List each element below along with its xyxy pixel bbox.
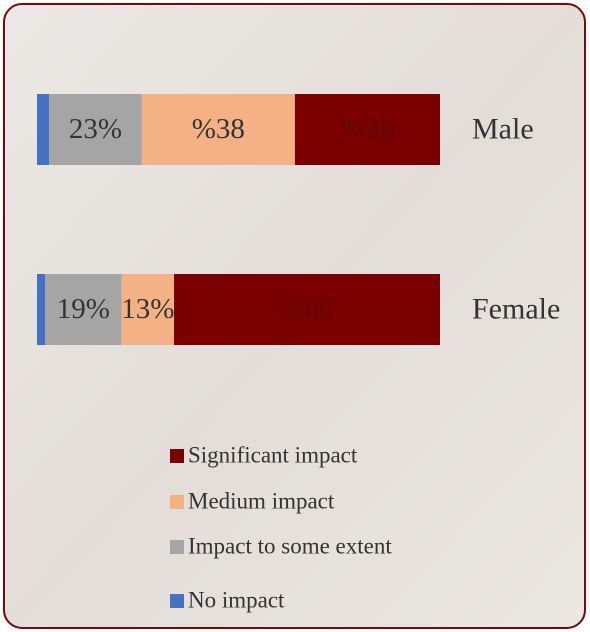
value-label: %36	[341, 113, 394, 145]
chart: 23% %38 %36 Male 19% 13% %66 Female Significant …	[0, 0, 590, 632]
legend-swatch	[170, 540, 184, 554]
legend-swatch	[170, 594, 184, 608]
bar-segment	[37, 274, 45, 345]
value-label: 19%	[57, 293, 110, 325]
category-label: Female	[472, 292, 560, 325]
legend-label: Impact to some extent	[188, 533, 392, 558]
category-label: Male	[472, 112, 534, 145]
value-label: 13%	[121, 293, 174, 325]
value-label: 23%	[69, 113, 122, 145]
value-label: %38	[192, 113, 245, 145]
legend-swatch	[170, 495, 184, 509]
legend-swatch	[170, 449, 184, 463]
legend-label: Significant impact	[188, 442, 358, 467]
bar-segment	[37, 94, 49, 165]
legend-label: No impact	[188, 587, 285, 612]
value-label: %66	[280, 293, 333, 325]
legend-label: Medium impact	[188, 488, 335, 513]
